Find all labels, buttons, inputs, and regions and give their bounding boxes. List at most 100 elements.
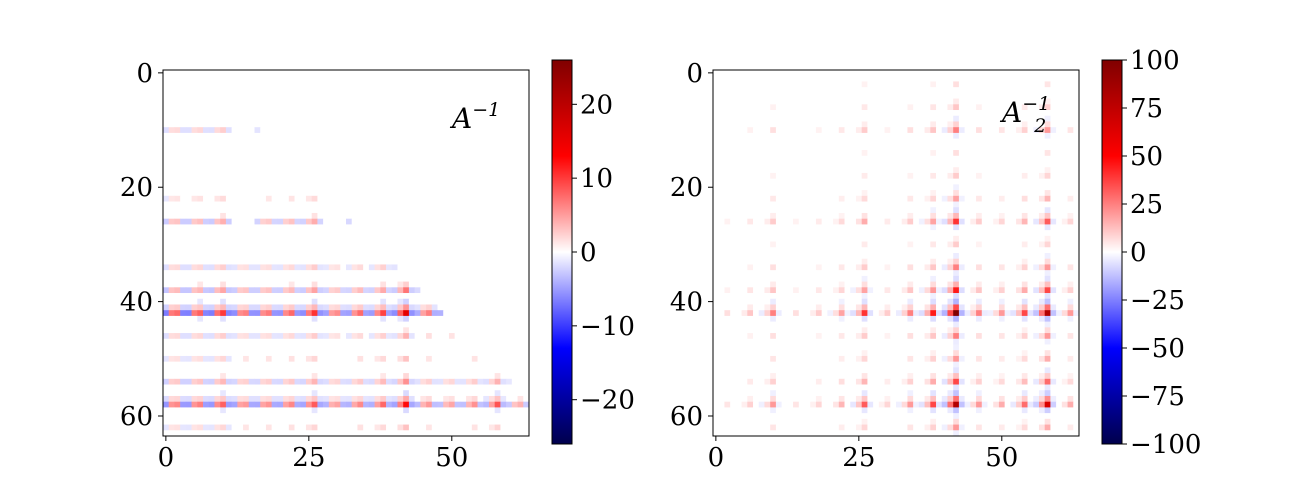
heatmap-cell — [237, 93, 243, 99]
heatmap-cell — [386, 76, 392, 82]
heatmap-cell — [822, 121, 828, 127]
heatmap-cell — [1050, 70, 1056, 76]
heatmap-cell — [220, 133, 226, 139]
heatmap-cell — [163, 327, 169, 333]
heatmap-cell — [197, 219, 203, 225]
heatmap-cell — [506, 430, 512, 436]
heatmap-cell — [506, 385, 512, 391]
heatmap-cell — [352, 76, 358, 82]
heatmap-cell — [243, 282, 249, 288]
heatmap-cell — [277, 385, 283, 391]
heatmap-cell — [249, 367, 255, 373]
heatmap-cell — [232, 299, 238, 305]
heatmap-cell — [352, 396, 358, 402]
heatmap-cell — [397, 276, 403, 282]
heatmap-cell — [214, 396, 220, 402]
heatmap-cell — [380, 327, 386, 333]
heatmap-cell — [180, 356, 186, 362]
heatmap-cell — [243, 333, 249, 339]
heatmap-cell — [380, 385, 386, 391]
heatmap-cell — [415, 230, 421, 236]
heatmap-cell — [357, 264, 363, 270]
heatmap-cell — [329, 173, 335, 179]
heatmap-cell — [443, 230, 449, 236]
heatmap-cell — [174, 333, 180, 339]
heatmap-cell — [335, 144, 341, 150]
heatmap-cell — [392, 121, 398, 127]
heatmap-cell — [466, 304, 472, 310]
heatmap-cell — [742, 139, 748, 145]
heatmap-cell — [369, 413, 375, 419]
heatmap-cell — [335, 121, 341, 127]
heatmap-cell — [186, 242, 192, 248]
heatmap-cell — [925, 104, 931, 110]
heatmap-cell — [163, 373, 169, 379]
heatmap-cell — [392, 253, 398, 259]
heatmap-cell — [169, 287, 175, 293]
heatmap-cell — [220, 224, 226, 230]
heatmap-cell — [180, 70, 186, 76]
heatmap-cell — [455, 202, 461, 208]
heatmap-cell — [759, 76, 765, 82]
heatmap-cell — [237, 282, 243, 288]
heatmap-cell — [403, 299, 409, 305]
heatmap-cell — [466, 282, 472, 288]
heatmap-cell — [426, 287, 432, 293]
heatmap-cell — [965, 133, 971, 139]
heatmap-cell — [197, 407, 203, 413]
heatmap-cell — [472, 362, 478, 368]
heatmap-cell — [357, 425, 363, 431]
heatmap-cell — [220, 167, 226, 173]
heatmap-cell — [226, 156, 232, 162]
heatmap-cell — [495, 316, 501, 322]
heatmap-cell — [272, 264, 278, 270]
heatmap-cell — [380, 121, 386, 127]
heatmap-cell — [386, 293, 392, 299]
heatmap-cell — [885, 76, 891, 82]
heatmap-cell — [180, 242, 186, 248]
heatmap-cell — [827, 99, 833, 105]
heatmap-cell — [375, 402, 381, 408]
heatmap-cell — [249, 127, 255, 133]
heatmap-cell — [1050, 87, 1056, 93]
heatmap-cell — [357, 167, 363, 173]
heatmap-cell — [472, 270, 478, 276]
heatmap-cell — [312, 253, 318, 259]
heatmap-cell — [209, 419, 215, 425]
heatmap-cell — [495, 247, 501, 253]
heatmap-cell — [1062, 81, 1068, 87]
heatmap-cell — [329, 385, 335, 391]
heatmap-cell — [386, 407, 392, 413]
heatmap-cell — [455, 282, 461, 288]
heatmap-cell — [753, 87, 759, 93]
heatmap-cell — [249, 287, 255, 293]
heatmap-cell — [942, 93, 948, 99]
heatmap-cell — [226, 270, 232, 276]
heatmap-cell — [409, 87, 415, 93]
heatmap-cell — [232, 139, 238, 145]
heatmap-cell — [879, 110, 885, 116]
heatmap-cell — [272, 196, 278, 202]
heatmap-cell — [466, 253, 472, 259]
heatmap-cell — [249, 390, 255, 396]
heatmap-cell — [1010, 87, 1016, 93]
heatmap-cell — [822, 76, 828, 82]
heatmap-cell — [306, 379, 312, 385]
heatmap-cell — [495, 299, 501, 305]
heatmap-cell — [283, 287, 289, 293]
heatmap-cell — [443, 207, 449, 213]
heatmap-cell — [420, 419, 426, 425]
heatmap-cell — [432, 99, 438, 105]
heatmap-cell — [209, 242, 215, 248]
heatmap-cell — [523, 282, 529, 288]
heatmap-cell — [426, 253, 432, 259]
heatmap-cell — [180, 150, 186, 156]
heatmap-cell — [965, 104, 971, 110]
heatmap-cell — [186, 419, 192, 425]
heatmap-cell — [449, 242, 455, 248]
heatmap-cell — [283, 247, 289, 253]
heatmap-cell — [432, 247, 438, 253]
heatmap-cell — [174, 402, 180, 408]
heatmap-cell — [512, 390, 518, 396]
heatmap-cell — [730, 81, 736, 87]
